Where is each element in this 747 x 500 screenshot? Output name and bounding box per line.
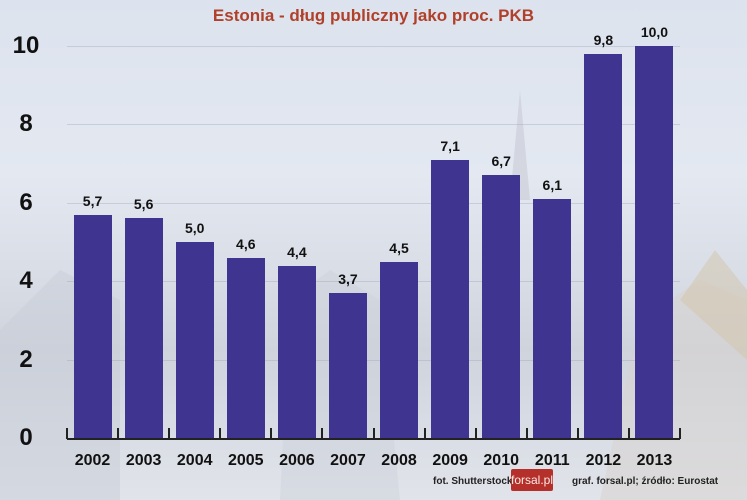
bar-2004: [175, 242, 214, 438]
value-label: 4,6: [236, 235, 256, 252]
x-axis-tick: [423, 428, 426, 439]
x-tick-label: 2005: [227, 452, 264, 469]
bar-2011: [533, 198, 572, 438]
y-tick-label: 0: [19, 424, 33, 451]
x-tick-label: 2002: [74, 452, 111, 469]
x-axis-tick: [525, 428, 528, 439]
value-label: 4,4: [287, 243, 307, 260]
bar-2003: [124, 218, 163, 438]
photo-credit: fot. Shutterstock: [433, 476, 513, 487]
gridline: [67, 202, 680, 204]
y-tick-label: 4: [19, 267, 33, 295]
x-tick-label: 2012: [585, 452, 622, 469]
x-axis-tick: [270, 428, 273, 439]
value-label: 5,6: [133, 196, 154, 213]
value-label: 3,7: [338, 270, 358, 287]
x-axis-tick: [627, 428, 630, 439]
value-label: 10,0: [640, 24, 669, 40]
bar-2007: [328, 292, 367, 438]
value-label: 6,7: [491, 153, 511, 170]
bar-2005: [226, 257, 265, 438]
x-tick-label: 2008: [381, 452, 417, 469]
x-tick-label: 2006: [279, 452, 315, 469]
value-label: 5,7: [82, 192, 103, 209]
gridline: [67, 359, 680, 361]
x-axis-tick: [679, 428, 681, 439]
x-tick-label: 2013: [636, 452, 673, 469]
bar-2008: [380, 261, 419, 438]
x-tick-label: 2010: [483, 452, 519, 469]
bar-2012: [584, 53, 623, 438]
value-label: 9,8: [593, 31, 614, 48]
gridline: [67, 46, 680, 47]
source-credit: graf. forsal.pl; źródło: Eurostat: [572, 476, 719, 487]
y-tick-label: 6: [19, 188, 33, 216]
value-label: 7,1: [440, 137, 460, 154]
chart-title: Estonia - dług publiczny jako proc. PKB: [212, 6, 535, 25]
x-axis-tick: [372, 428, 375, 439]
x-axis-tick: [66, 428, 68, 439]
y-tick-label: 8: [19, 110, 33, 138]
bar-2009: [431, 159, 470, 438]
x-axis-tick: [474, 428, 477, 439]
gridline: [67, 281, 680, 283]
x-axis-line: [67, 438, 680, 440]
value-label: 4,5: [389, 239, 409, 256]
x-tick-label: 2009: [432, 452, 468, 469]
bar-2010: [482, 175, 521, 438]
x-tick-label: 2004: [176, 452, 213, 469]
x-tick-label: 2003: [125, 452, 162, 469]
bar-2002: [73, 214, 112, 438]
gridline: [67, 124, 680, 126]
value-label: 6,1: [542, 176, 563, 193]
x-axis-tick: [321, 428, 324, 439]
x-axis-tick: [576, 428, 579, 439]
bar-2013: [635, 46, 674, 438]
y-tick-label: 2: [19, 345, 33, 373]
x-axis-tick: [168, 428, 171, 439]
value-label: 5,0: [184, 220, 205, 236]
forsal-logo: forsal.pl: [511, 469, 553, 491]
x-axis-tick: [219, 428, 222, 439]
x-tick-label: 2007: [330, 452, 366, 469]
x-axis-tick: [117, 428, 120, 439]
bar-2006: [277, 265, 316, 438]
x-tick-label: 2011: [534, 452, 570, 469]
y-tick-label: 10: [12, 32, 40, 59]
